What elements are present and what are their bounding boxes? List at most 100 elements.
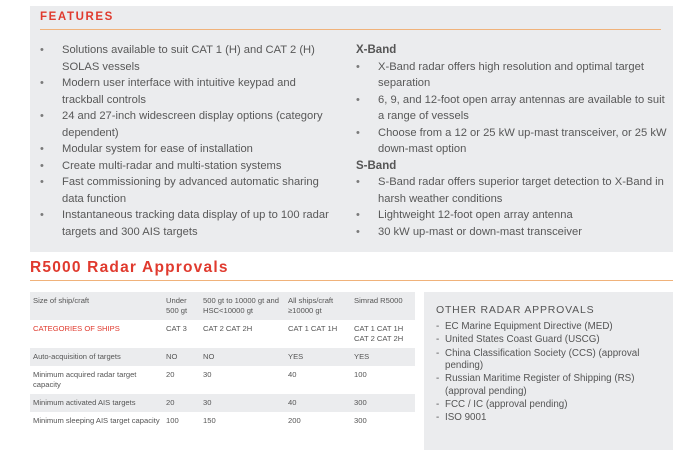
- feature-text: Create multi-radar and multi-station sys…: [62, 159, 282, 172]
- features-right-column: X-Band • X-Band radar offers high resolut…: [356, 42, 674, 240]
- bullet-icon: •: [356, 176, 360, 188]
- approval-text: FCC / IC (approval pending): [445, 398, 568, 410]
- bullet-icon: •: [40, 44, 44, 56]
- xband-text: 6, 9, and 12-foot open array antennas ar…: [378, 93, 665, 123]
- list-item: • S-Band radar offers superior target det…: [356, 174, 674, 207]
- xband-heading: X-Band: [356, 44, 397, 56]
- approvals-divider: [30, 280, 673, 281]
- row-label: Minimum sleeping AIS target capacity: [33, 416, 160, 425]
- approval-text: China Classification Society (CCS) (appr…: [445, 347, 640, 371]
- table-cell: 300: [354, 398, 367, 407]
- approval-text: United States Coast Guard (USCG): [445, 334, 600, 346]
- feature-text: 24 and 27-inch widescreen display option…: [62, 110, 323, 139]
- table-cell: 150: [203, 416, 216, 425]
- approval-text: Russian Maritime Register of Shipping (R…: [445, 373, 635, 397]
- features-panel: FEATURES • Solutions available to suit CA…: [30, 6, 673, 252]
- bullet-icon: •: [356, 93, 360, 106]
- table-cell: CAT 2 CAT 2H: [203, 324, 253, 333]
- dash-icon: -: [436, 347, 440, 359]
- list-item: • 24 and 27-inch widescreen display optio…: [40, 108, 340, 141]
- sband-text: Lightweight 12-foot open array antenna: [378, 209, 573, 221]
- column-header: Under 500 gt: [166, 296, 188, 315]
- list-item: • Solutions available to suit CAT 1 (H) a…: [40, 42, 340, 75]
- table-row: CATEGORIES OF SHIPS CAT 3 CAT 2 CAT 2H C…: [30, 320, 415, 348]
- table-row: Minimum sleeping AIS target capacity 100…: [30, 412, 415, 430]
- column-header: Size of ship/craft: [33, 296, 90, 305]
- xband-text: X-Band radar offers high resolution and …: [378, 60, 644, 90]
- approval-text: EC Marine Equipment Directive (MED): [445, 321, 613, 332]
- list-item: • Fast commissioning by advanced automati…: [40, 174, 340, 207]
- column-header: 500 gt to 10000 gt and HSC<10000 gt: [203, 296, 280, 315]
- bullet-icon: •: [40, 110, 44, 122]
- table-cell: 100: [354, 370, 367, 379]
- bullet-icon: •: [40, 176, 44, 188]
- bullet-icon: •: [40, 77, 44, 89]
- features-left-column: • Solutions available to suit CAT 1 (H) a…: [40, 42, 340, 240]
- list-item: • 30 kW up-mast or down-mast transceiver: [356, 224, 674, 241]
- xband-list: • X-Band radar offers high resolution and…: [356, 59, 674, 158]
- table-cell: 30: [203, 398, 212, 407]
- table-cell: CAT 1 CAT 1H: [288, 324, 338, 333]
- table-row: Minimum activated AIS targets 20 30 40 3…: [30, 394, 415, 412]
- table-cell: CAT 3: [166, 324, 187, 333]
- table-cell: 20: [166, 398, 175, 407]
- list-item: • Modular system for ease of installation: [40, 141, 340, 158]
- other-approvals-list: - EC Marine Equipment Directive (MED) - Un…: [436, 321, 668, 426]
- table-header-row: Size of ship/craft Under 500 gt 500 gt t…: [30, 292, 415, 320]
- feature-text: Instantaneous tracking data display of u…: [62, 209, 329, 238]
- list-item: • Choose from a 12 or 25 kW up-mast trans…: [356, 125, 674, 158]
- bullet-icon: •: [40, 209, 44, 221]
- list-item: • Modern user interface with intuitive ke…: [40, 75, 340, 108]
- table-cell: 40: [288, 370, 297, 379]
- approval-text: ISO 9001: [445, 412, 487, 424]
- bullet-icon: •: [356, 209, 360, 221]
- feature-text: Modular system for ease of installation: [62, 143, 253, 155]
- xband-text: Choose from a 12 or 25 kW up-mast transc…: [378, 126, 667, 156]
- sband-heading: S-Band: [356, 159, 397, 172]
- features-list: • Solutions available to suit CAT 1 (H) a…: [40, 42, 340, 240]
- bullet-icon: •: [356, 225, 360, 238]
- row-label: Minimum activated AIS targets: [33, 398, 136, 407]
- other-approvals-title: OTHER RADAR APPROVALS: [436, 304, 595, 316]
- list-item: - China Classification Society (CCS) (app…: [436, 348, 668, 372]
- feature-text: Solutions available to suit CAT 1 (H) an…: [62, 44, 315, 73]
- list-item: • Instantaneous tracking data display of …: [40, 207, 340, 240]
- feature-text: Fast commissioning by advanced automatic…: [62, 176, 319, 205]
- list-item: - FCC / IC (approval pending): [436, 399, 668, 411]
- list-item: • Lightweight 12-foot open array antenna: [356, 207, 674, 224]
- dash-icon: -: [436, 334, 440, 346]
- table-cell: 20: [166, 370, 175, 379]
- bullet-icon: •: [356, 126, 360, 139]
- dash-icon: -: [436, 398, 440, 410]
- dash-icon: -: [436, 412, 440, 424]
- row-label: Minimum acquired radar target capacity: [33, 370, 137, 389]
- feature-text: Modern user interface with intuitive key…: [62, 77, 296, 106]
- list-item: - ISO 9001: [436, 412, 668, 424]
- features-title: FEATURES: [40, 11, 114, 23]
- bullet-icon: •: [356, 60, 360, 73]
- table-cell: CAT 1 CAT 1H CAT 2 CAT 2H: [354, 324, 404, 343]
- table-row: Minimum acquired radar target capacity 2…: [30, 366, 415, 394]
- features-divider: [40, 29, 661, 30]
- list-item: • 6, 9, and 12-foot open array antennas a…: [356, 92, 674, 125]
- table-cell: YES: [354, 352, 370, 361]
- table-cell: YES: [288, 352, 304, 361]
- approvals-table: Size of ship/craft Under 500 gt 500 gt t…: [30, 292, 415, 430]
- column-header: All ships/craft ≥10000 gt: [288, 296, 334, 315]
- table-cell: NO: [166, 352, 178, 361]
- sband-text: 30 kW up-mast or down-mast transceiver: [378, 225, 582, 238]
- dash-icon: -: [436, 373, 440, 385]
- list-item: • X-Band radar offers high resolution and…: [356, 59, 674, 92]
- table-cell: 40: [288, 398, 297, 407]
- row-label: CATEGORIES OF SHIPS: [33, 324, 120, 333]
- other-approvals-panel: OTHER RADAR APPROVALS - EC Marine Equipme…: [424, 292, 673, 450]
- list-item: - United States Coast Guard (USCG): [436, 334, 668, 346]
- table-cell: NO: [203, 352, 215, 361]
- approvals-title: R5000 Radar Approvals: [30, 259, 229, 276]
- bullet-icon: •: [40, 143, 44, 155]
- bullet-icon: •: [40, 159, 44, 172]
- list-item: - EC Marine Equipment Directive (MED): [436, 321, 668, 333]
- table-cell: 100: [166, 416, 179, 425]
- column-header: Simrad R5000: [354, 296, 403, 305]
- table-cell: 300: [354, 416, 367, 425]
